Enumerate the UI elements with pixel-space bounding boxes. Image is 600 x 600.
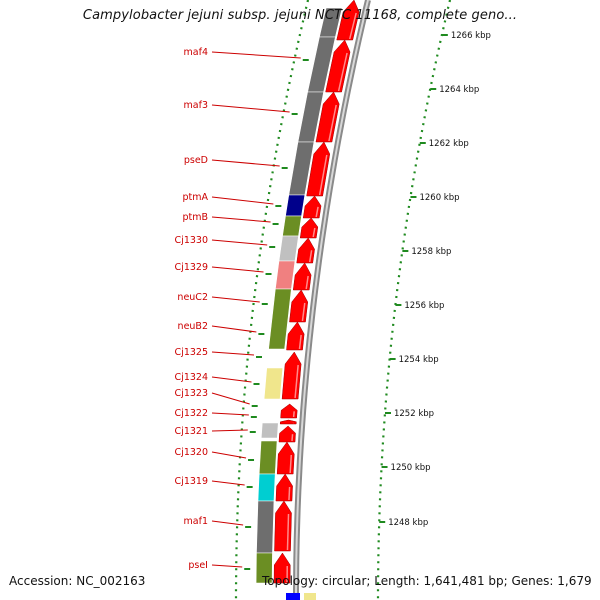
forward-cds-highlight	[312, 227, 316, 238]
scale-ticks: 1266 kbp 1264 kbp 1262 kbp 1260 kbp 1258 kbp…	[379, 31, 491, 528]
forward-cds-highlight	[328, 104, 337, 142]
forward-cds-arrow	[299, 217, 319, 239]
gene-label-cj1330: Cj1330	[175, 235, 208, 246]
partial-blue-feature	[286, 593, 300, 600]
gene-label-cj1320: Cj1320	[175, 447, 208, 458]
forward-cds-arrow	[281, 351, 302, 400]
scale-tick-label: 1264 kbp	[439, 85, 479, 95]
gene-leader-line	[211, 351, 255, 356]
forward-cds-highlight	[294, 364, 299, 399]
gene-label-neuc2: neuC2	[177, 292, 208, 303]
gene-leader-line	[211, 392, 250, 405]
forward-cds-highlight	[315, 206, 319, 218]
gene-label-cj1323: Cj1323	[175, 388, 208, 399]
gene-leader-line	[211, 564, 243, 568]
forward-cds-highlight	[348, 12, 357, 40]
reverse-cds-block	[282, 215, 302, 237]
reverse-cds-block	[256, 500, 275, 554]
forward-cds-highlight	[286, 513, 290, 551]
dotted-guide-rings	[234, 0, 452, 600]
inner-dotted-ring	[234, 0, 310, 600]
reverse-cds-block	[268, 288, 292, 350]
scale-tick-label: 1252 kbp	[394, 409, 434, 419]
gene-leader-line	[211, 196, 274, 205]
gene-label-ptma: ptmA	[182, 192, 208, 203]
forward-strand-track	[273, 0, 360, 584]
forward-cds-highlight	[288, 486, 291, 501]
reverse-cds-block	[275, 260, 296, 290]
bottom-partial-features	[286, 593, 316, 600]
forward-cds-highlight	[337, 52, 348, 92]
forward-cds-highlight	[301, 302, 306, 322]
forward-cds-highlight	[289, 454, 293, 474]
forward-cds-highlight	[308, 250, 313, 263]
gene-leader-line	[211, 104, 290, 113]
gene-label-cj1321: Cj1321	[175, 426, 208, 437]
forward-cds-arrow	[279, 419, 297, 425]
scale-tick-label: 1262 kbp	[429, 139, 469, 149]
backbone-ring	[293, 0, 371, 600]
scale-tick-label: 1254 kbp	[399, 355, 439, 365]
scale-tick-label: 1250 kbp	[391, 463, 431, 473]
gene-label-cj1319: Cj1319	[175, 476, 208, 487]
reverse-cds-block	[278, 235, 299, 262]
gene-label-cj1329: Cj1329	[175, 262, 208, 273]
forward-cds-highlight	[305, 275, 309, 290]
gene-labels: maf4 maf3 pseD ptmA ptmB Cj1330 Cj1329 neuC2 neu…	[175, 47, 309, 571]
forward-cds-highlight	[291, 434, 294, 442]
map-title: Campylobacter jejuni subsp. jejuni NCTC …	[82, 8, 518, 23]
scale-tick-label: 1256 kbp	[404, 301, 444, 311]
backbone-highlight	[295, 0, 369, 600]
gene-label-ptmb: ptmB	[182, 212, 208, 223]
gene-label-maf1: maf1	[184, 516, 208, 527]
gene-leader-line	[211, 412, 249, 416]
gene-leader-line	[211, 266, 264, 273]
gene-label-maf4: maf4	[184, 47, 208, 58]
reverse-cds-block	[260, 422, 279, 439]
gene-label-neub2: neuB2	[178, 321, 208, 332]
forward-cds-arrow	[278, 425, 296, 443]
reverse-cds-block	[285, 194, 306, 217]
forward-cds-highlight	[298, 334, 302, 350]
gene-leader-line	[211, 216, 271, 223]
scale-tick-label: 1248 kbp	[388, 518, 428, 528]
reverse-cds-block	[257, 473, 276, 502]
scale-tick-label: 1258 kbp	[411, 247, 451, 257]
gene-leader-line	[211, 239, 268, 246]
reverse-cds-block	[255, 552, 273, 584]
outer-dotted-ring	[376, 0, 452, 600]
gene-leader-line	[211, 376, 252, 383]
gene-leader-line	[211, 51, 301, 59]
forward-cds-highlight	[292, 411, 295, 418]
gene-leader-line	[211, 325, 257, 333]
gene-label-cj1325: Cj1325	[175, 347, 208, 358]
gene-leader-line	[211, 520, 244, 526]
gene-label-psed: pseD	[184, 155, 208, 166]
gene-leader-line	[211, 480, 245, 486]
gene-label-maf3: maf3	[184, 100, 208, 111]
reverse-cds-block	[263, 367, 284, 400]
reverse-cds-block	[258, 440, 278, 475]
forward-cds-arrow	[273, 552, 291, 584]
gene-leader-line	[211, 296, 260, 303]
gene-leader-line	[211, 159, 280, 167]
scale-tick-label: 1260 kbp	[419, 193, 459, 203]
topology-text: Topology: circular; Length: 1,641,481 bp…	[262, 574, 592, 588]
accession-text: Accession: NC_002163	[9, 574, 146, 588]
gene-leader-line	[211, 429, 248, 432]
scale-tick-label: 1266 kbp	[451, 31, 491, 41]
gene-label-cj1324: Cj1324	[175, 372, 208, 383]
reverse-strand-track	[255, 7, 343, 584]
forward-cds-arrow	[280, 403, 298, 419]
gene-leader-line	[211, 451, 247, 459]
forward-cds-highlight	[318, 154, 328, 196]
forward-cds-arrow	[274, 500, 292, 552]
gene-label-psei: pseI	[188, 560, 208, 571]
gene-label-cj1322: Cj1322	[175, 408, 208, 419]
partial-khaki-feature	[304, 593, 316, 600]
